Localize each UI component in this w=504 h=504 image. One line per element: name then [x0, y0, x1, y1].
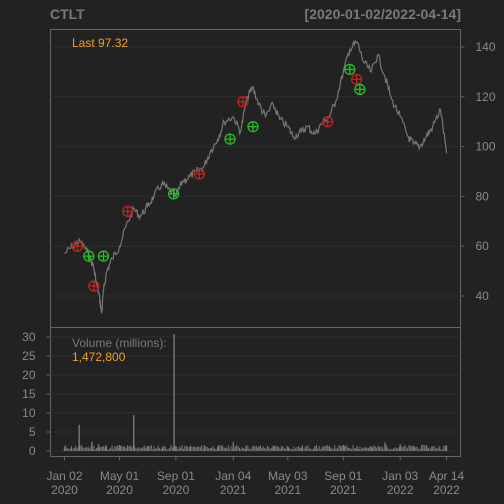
price-y-axis: 40 60 80 100 120 140: [460, 40, 496, 303]
x-tick-year: 2021: [330, 483, 357, 497]
volume-y-tick-label: 15: [22, 387, 36, 401]
sell-signal-marker: [193, 168, 205, 180]
price-y-tick-label: 80: [476, 189, 490, 203]
buy-signal-marker: [83, 250, 95, 262]
volume-y-tick-label: 20: [22, 368, 36, 382]
price-panel-border: [50, 29, 461, 328]
x-tick-label: May 01: [100, 469, 140, 483]
sell-signal-marker: [322, 116, 334, 128]
buy-signal-marker: [97, 250, 110, 262]
x-tick-label: May 03: [268, 469, 308, 483]
last-price-label: Last 97.32: [72, 36, 128, 50]
sell-signal-marker: [88, 280, 100, 292]
last-price-value: 97.32: [98, 36, 128, 50]
buy-signal-marker: [344, 63, 356, 76]
x-tick-year: 2022: [433, 483, 460, 497]
x-tick-year: 2020: [163, 483, 190, 497]
price-y-tick-label: 120: [476, 90, 496, 104]
price-y-tick-label: 60: [476, 239, 490, 253]
x-tick-label: Sep 01: [157, 469, 195, 483]
price-series-line: [64, 39, 448, 314]
x-tick-label: Jan 02: [46, 469, 82, 483]
volume-y-tick-label: 25: [22, 349, 36, 363]
x-tick-year: 2021: [274, 483, 301, 497]
volume-y-tick-label: 5: [29, 425, 36, 439]
volume-last-value: 1,472,800: [72, 350, 126, 364]
volume-panel-border: [50, 327, 461, 457]
x-tick-label: Apr 14: [429, 469, 465, 483]
buy-signal-marker: [354, 83, 366, 95]
volume-y-tick-label: 0: [29, 444, 36, 458]
x-tick-label: Jan 04: [215, 469, 251, 483]
sell-signal-marker: [71, 240, 83, 252]
x-tick-label: Sep 01: [324, 469, 362, 483]
x-tick-year: 2020: [106, 483, 133, 497]
sell-signal-marker: [122, 205, 134, 217]
sell-signal-marker: [237, 96, 249, 108]
price-y-tick-label: 40: [476, 289, 490, 303]
buy-signal-marker: [247, 121, 259, 133]
price-y-tick-label: 140: [476, 40, 496, 54]
volume-y-tick-label: 10: [22, 406, 36, 420]
x-tick-year: 2021: [220, 483, 247, 497]
x-tick-year: 2022: [387, 483, 414, 497]
price-y-tick-label: 100: [476, 140, 496, 154]
x-tick-year: 2020: [51, 483, 78, 497]
volume-y-tick-label: 30: [22, 330, 36, 344]
chart-title: CTLT: [50, 6, 85, 22]
price-panel: 40 60 80 100 120 140 Last 97.32: [50, 29, 496, 328]
last-price-label-text: Last: [72, 36, 95, 50]
volume-label: Volume (millions):: [72, 336, 167, 350]
x-tick-label: Jan 03: [382, 469, 418, 483]
sell-signal-markers: [71, 73, 363, 292]
sell-signal-marker: [350, 73, 363, 86]
date-range-label: [2020-01-02/2022-04-14]: [305, 6, 461, 22]
volume-y-axis: 0 5 10 15 20 25 30: [22, 330, 51, 458]
volume-panel: 0 5 10 15 20 25 30 Volume (millions): 1,472,80…: [22, 327, 461, 458]
buy-signal-markers: [83, 63, 366, 262]
buy-signal-marker: [224, 133, 236, 145]
volume-bars: [63, 334, 448, 451]
buy-signal-marker: [167, 188, 180, 200]
